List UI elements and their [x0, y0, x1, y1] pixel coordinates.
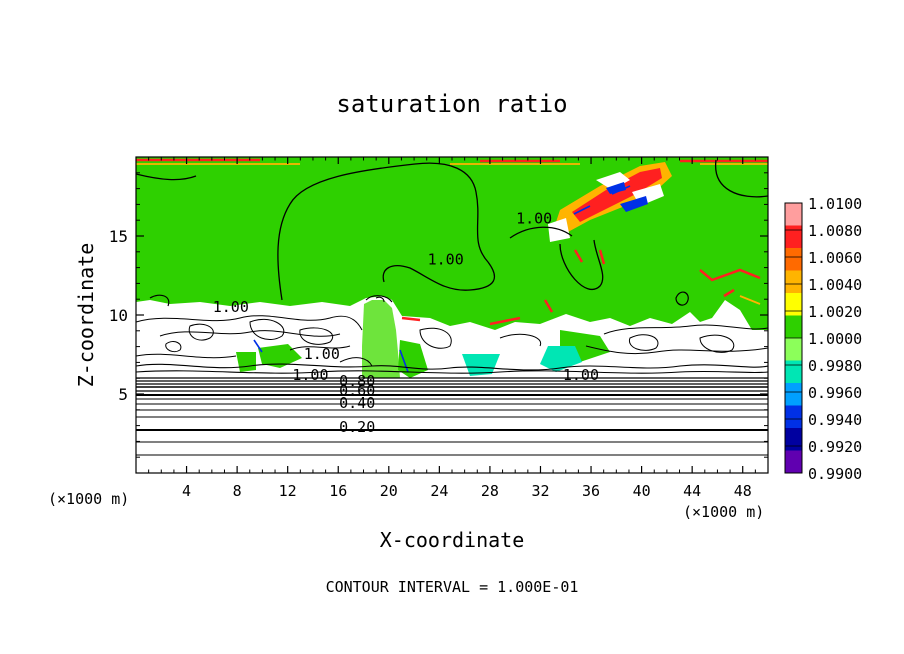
colorbar-swatch [785, 428, 802, 451]
contour-labels: 1.00 1.00 1.00 1.00 1.00 1.00 0.800.600.40 0.20 [213, 209, 599, 436]
x-tick-label: 24 [430, 482, 448, 500]
colorbar-swatch [785, 270, 802, 294]
y-tick-label: 5 [118, 385, 128, 404]
field-blue-edges [253, 185, 631, 373]
contour-line [136, 315, 363, 331]
contour-interval-note: CONTOUR INTERVAL = 1.000E-01 [326, 578, 579, 596]
plot-area [136, 157, 768, 473]
contour-label: 1.00 [563, 366, 599, 384]
contour-label: 1.00 [516, 209, 552, 227]
contour-label: 1.00 [304, 345, 340, 363]
contour-label: 1.00 [213, 298, 249, 316]
colorbar-label: 1.0020 [808, 303, 862, 321]
contour-label: 0.80 [339, 372, 375, 390]
x-tick-label: 48 [734, 482, 752, 500]
chart-title: saturation ratio [336, 90, 567, 118]
colorbar-label: 1.0040 [808, 276, 862, 294]
x-tick-label: 40 [633, 482, 651, 500]
lower-contours [136, 377, 768, 456]
colorbar-swatch [785, 203, 802, 226]
colorbar-label: 1.0080 [808, 222, 862, 240]
field-cyan-lower-1 [540, 346, 582, 372]
colorbar-swatch [785, 383, 802, 406]
x-tick-label: 4 [182, 482, 191, 500]
y-axis-label: Z-coordinate [74, 243, 98, 388]
colorbar-swatch [785, 293, 802, 316]
contour-label: 1.00 [428, 250, 464, 268]
contour-line [188, 318, 333, 345]
x-axis-label: X-coordinate [380, 528, 525, 552]
field-white-upper [548, 172, 664, 242]
colorbar-swatch [785, 225, 802, 249]
contour-line [136, 370, 768, 374]
colorbar-label: 0.9980 [808, 357, 862, 375]
colorbar-label: 0.9900 [808, 465, 862, 483]
contour-line [159, 330, 341, 337]
x-tick-label: 8 [233, 482, 242, 500]
contour-line [499, 333, 768, 355]
contour-line [136, 363, 768, 371]
field-red-edges [136, 158, 768, 326]
y-tick-label: 10 [109, 306, 128, 325]
x-tick-label: 28 [481, 482, 499, 500]
y-axis: 5 10 15 [109, 172, 768, 458]
colorbar-label: 0.9920 [808, 438, 862, 456]
colorbar-label: 0.9940 [808, 411, 862, 429]
colorbar-swatch [785, 405, 802, 429]
field-red-upper [572, 168, 662, 222]
contour-line [136, 327, 452, 359]
field-yellow-edges [136, 163, 768, 305]
contour-line [509, 226, 604, 290]
contour-line [165, 341, 373, 367]
contour-label: 1.00 [292, 366, 328, 384]
x-tick-label: 32 [531, 482, 549, 500]
colorbar: 1.0100 1.0080 1.0060 1.0040 1.0020 1.0000 0.99… [784, 195, 862, 483]
field-green-column [362, 300, 400, 378]
field-cyan-lower-2 [462, 354, 500, 376]
contour-label: 0.20 [339, 418, 375, 436]
contour-label: 0.40 [339, 394, 375, 412]
x-tick-label: 12 [279, 482, 297, 500]
colorbar-label: 1.0100 [808, 195, 862, 213]
colorbar-swatch [785, 338, 802, 361]
colorbar-label: 1.0060 [808, 249, 862, 267]
x-unit-right: (×1000 m) [683, 503, 764, 521]
x-tick-label: 16 [329, 482, 347, 500]
contour-label: 0.60 [339, 382, 375, 400]
colorbar-swatch [785, 315, 802, 339]
colorbar-swatch [785, 450, 802, 474]
colorbar-swatch [785, 248, 802, 271]
field-blue-upper [606, 182, 648, 212]
contour-line [603, 324, 768, 353]
colorbar-label: 1.0000 [808, 330, 862, 348]
y-tick-label: 15 [109, 227, 128, 246]
contour-line [149, 291, 689, 307]
colorbar-swatch [785, 360, 802, 384]
colorbar-label: 0.9960 [808, 384, 862, 402]
x-tick-label: 20 [380, 482, 398, 500]
x-unit-left: (×1000 m) [48, 490, 129, 508]
contour-line [277, 162, 496, 301]
contour-line [136, 159, 768, 198]
x-axis: 4 8 12 16 20 24 28 32 36 40 44 48 [148, 157, 756, 500]
x-tick-label: 44 [683, 482, 701, 500]
contour-line [365, 295, 393, 303]
x-tick-label: 36 [582, 482, 600, 500]
